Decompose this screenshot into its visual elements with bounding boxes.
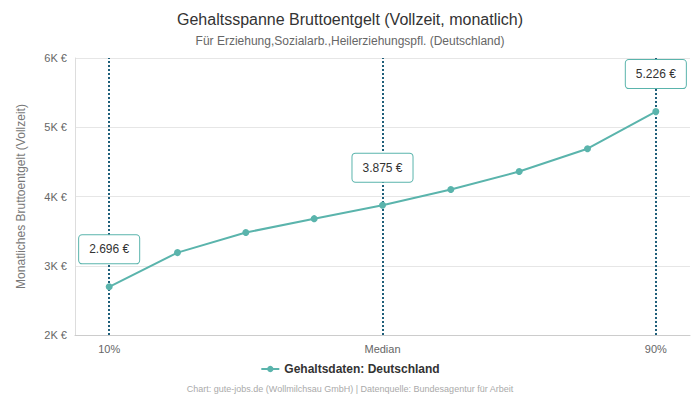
svg-text:3K €: 3K €	[44, 260, 67, 272]
svg-text:Für Erziehung,Sozialarb.,Heile: Für Erziehung,Sozialarb.,Heilerziehungsp…	[196, 34, 505, 48]
svg-text:2.696 €: 2.696 €	[89, 242, 129, 256]
svg-text:90%: 90%	[645, 343, 667, 355]
svg-text:4K €: 4K €	[44, 191, 67, 203]
svg-text:Gehaltsspanne Bruttoentgelt (V: Gehaltsspanne Bruttoentgelt (Vollzeit, m…	[177, 11, 523, 28]
svg-text:Chart: gute-jobs.de (Wollmilch: Chart: gute-jobs.de (Wollmilchsau GmbH) …	[187, 384, 514, 394]
svg-text:10%: 10%	[98, 343, 120, 355]
svg-text:Median: Median	[364, 343, 400, 355]
svg-text:2K €: 2K €	[44, 329, 67, 341]
svg-text:Gehaltsdaten: Deutschland: Gehaltsdaten: Deutschland	[284, 362, 439, 376]
svg-text:5K €: 5K €	[44, 121, 67, 133]
svg-text:5.226 €: 5.226 €	[636, 67, 676, 81]
svg-text:3.875 €: 3.875 €	[362, 161, 402, 175]
svg-text:6K €: 6K €	[44, 52, 67, 64]
svg-text:Monatliches Bruttoentgelt (Vol: Monatliches Bruttoentgelt (Vollzeit)	[14, 104, 28, 289]
